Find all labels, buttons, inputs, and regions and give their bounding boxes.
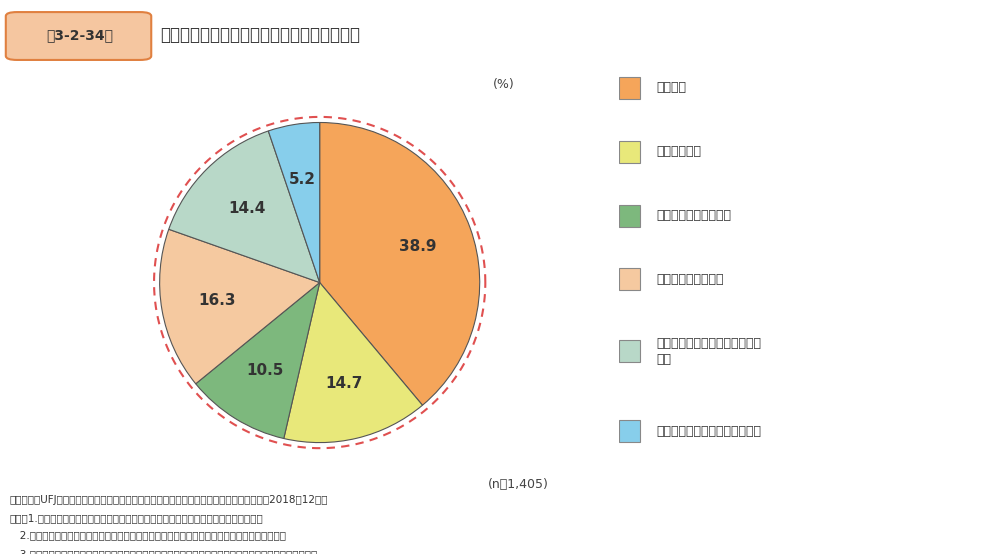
Text: 16.3: 16.3 <box>199 293 236 308</box>
Text: 加入していたが未請求のため、
不明: 加入していたが未請求のため、 不明 <box>656 337 761 366</box>
Wedge shape <box>284 283 423 443</box>
Text: (%): (%) <box>493 78 514 91</box>
Wedge shape <box>196 283 320 439</box>
Text: 3.損害保険・火災共済の貢献度について、「被災していないため、不明」の項目を除いて集計している。: 3.損害保険・火災共済の貢献度について、「被災していないため、不明」の項目を除い… <box>10 548 318 554</box>
Bar <box>619 204 639 227</box>
Wedge shape <box>320 122 480 405</box>
Bar <box>619 340 639 362</box>
Wedge shape <box>169 131 320 283</box>
Text: 全く役立たなかった: 全く役立たなかった <box>656 273 724 286</box>
Text: 14.4: 14.4 <box>228 201 266 216</box>
Wedge shape <box>160 229 320 384</box>
Text: 災害時には加入していなかった: 災害時には加入していなかった <box>656 424 761 438</box>
Text: 役立った: 役立った <box>656 81 686 95</box>
Text: 14.7: 14.7 <box>326 376 363 391</box>
Text: （注）1.過去の被災により、事業上の損害を受けた経験がある者の回答を集計している。: （注）1.過去の被災により、事業上の損害を受けた経験がある者の回答を集計している… <box>10 513 264 523</box>
Bar <box>619 420 639 442</box>
Text: あまり役立たなかった: あまり役立たなかった <box>656 209 731 222</box>
Wedge shape <box>269 122 320 283</box>
Bar <box>619 269 639 290</box>
Text: (n＝1,405): (n＝1,405) <box>488 478 548 491</box>
Text: 2.自然災害に対応している「損害保険」又は「火災共済」に加入している者を集計している。: 2.自然災害に対応している「損害保険」又は「火災共済」に加入している者を集計して… <box>10 530 286 540</box>
Text: 5.2: 5.2 <box>290 172 317 187</box>
Text: やや役立った: やや役立った <box>656 145 701 158</box>
FancyBboxPatch shape <box>6 12 151 60</box>
Bar <box>619 77 639 99</box>
Text: 第3-2-34図: 第3-2-34図 <box>46 28 114 42</box>
Bar <box>619 141 639 163</box>
Text: 38.9: 38.9 <box>399 239 437 254</box>
Text: 10.5: 10.5 <box>246 363 284 378</box>
Text: 資料：三菱UFJリサーチ＆コンサルティング（株）「中小企業の災害対応に関する調査」（2018年12月）: 資料：三菱UFJリサーチ＆コンサルティング（株）「中小企業の災害対応に関する調査… <box>10 495 329 505</box>
Text: 被災時における損害保険・火災共済の貢献度: 被災時における損害保険・火災共済の貢献度 <box>160 26 360 44</box>
